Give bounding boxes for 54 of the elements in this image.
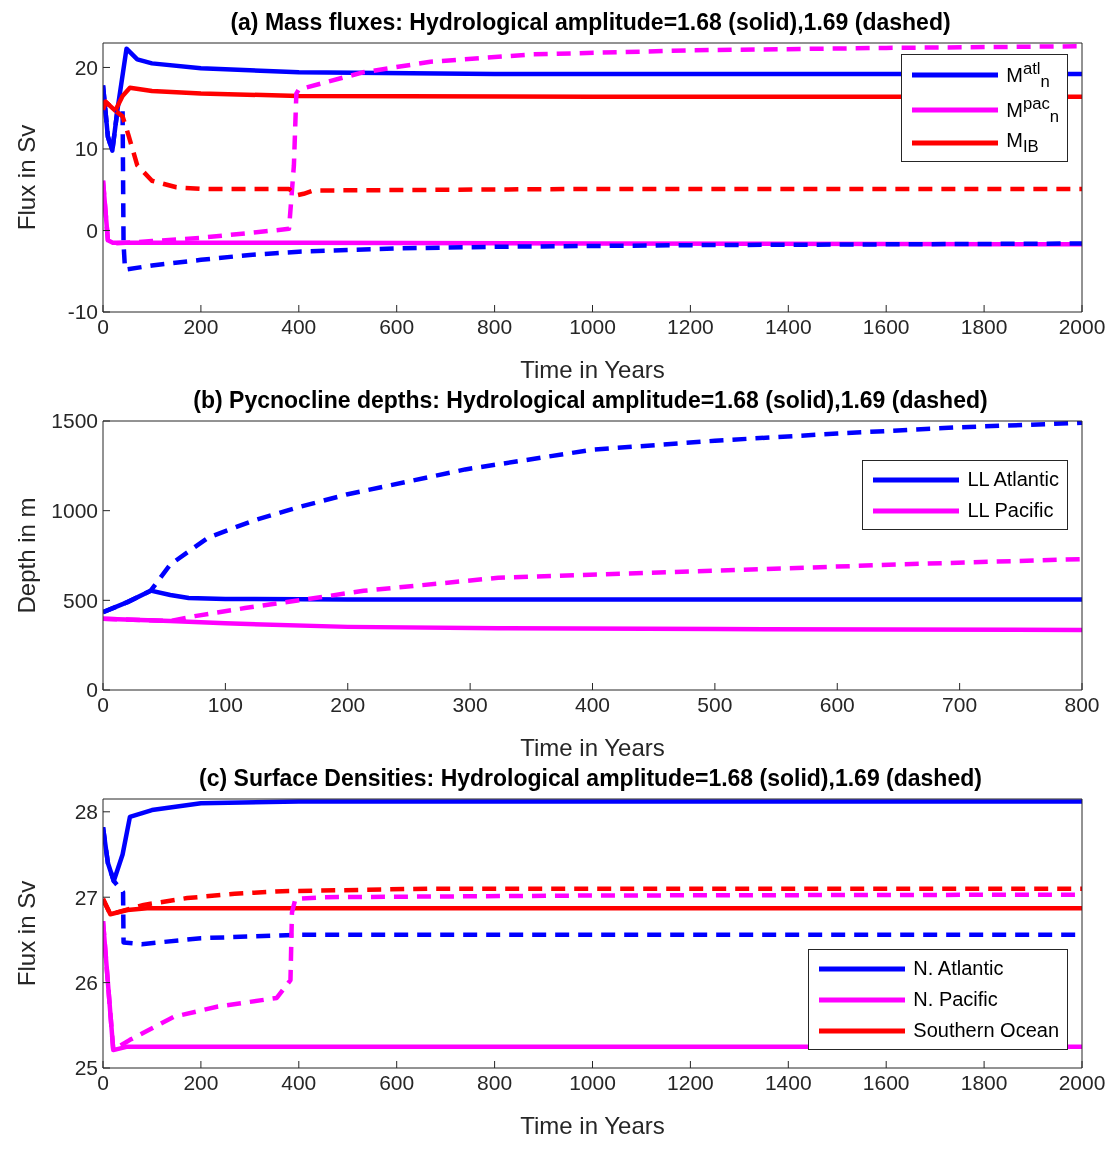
x-tick-label: 500 (697, 692, 733, 716)
x-tick-label: 800 (477, 314, 513, 338)
legend-label: LL Pacific (967, 499, 1054, 522)
y-tick-label: 500 (62, 588, 98, 612)
x-tick-label: 1200 (667, 1070, 714, 1094)
x-tick-label: 1400 (764, 314, 812, 338)
legend-label: N. Atlantic (913, 957, 1004, 980)
x-tick-label: 800 (1064, 692, 1100, 716)
y-tick-label: 0 (86, 218, 98, 242)
chart-title: (a) Mass fluxes: Hydrological amplitude=1.68 (solid),1.69 (dashed) (229, 8, 952, 36)
y-tick-label: 28 (74, 800, 98, 824)
x-tick-label: 200 (330, 692, 366, 716)
y-tick-label: 27 (74, 885, 98, 909)
x-tick-label: 400 (281, 1070, 317, 1094)
y-tick-label: 1000 (51, 499, 98, 523)
y-tick-label: 26 (74, 971, 98, 995)
x-tick-label: 600 (379, 314, 415, 338)
x-tick-label: 1600 (862, 314, 910, 338)
y-tick-label: 20 (74, 55, 98, 79)
x-tick-label: 1000 (569, 314, 616, 338)
chart-title: (c) Surface Densities: Hydrological amplitude=1.68 (solid),1.69 (dashed) (198, 764, 983, 792)
x-tick-label: 1800 (960, 1070, 1008, 1094)
x-tick-label: 1800 (960, 314, 1008, 338)
x-tick-label: 200 (183, 314, 219, 338)
x-axis-title: Time in Years (520, 1112, 665, 1139)
x-tick-label: 700 (942, 692, 978, 716)
legend-label: M$_{IB}$ (1006, 128, 1039, 157)
x-tick-label: 400 (281, 314, 317, 338)
y-axis-title: Flux in Sv (12, 124, 40, 231)
y-tick-label: -10 (67, 300, 98, 324)
legend-label: LL Atlantic (967, 468, 1059, 491)
x-tick-label: 600 (379, 1070, 415, 1094)
y-tick-label: 25 (74, 1056, 98, 1080)
y-tick-label: 1500 (51, 409, 98, 433)
x-tick-label: 100 (207, 692, 243, 716)
chart-title: (b) Pycnocline depths: Hydrological amplitude=1.68 (solid),1.69 (dashed) (192, 386, 989, 414)
x-axis-title: Time in Years (520, 356, 665, 383)
x-tick-label: 2000 (1058, 314, 1106, 338)
y-tick-label: 10 (74, 137, 98, 161)
x-tick-label: 1000 (569, 1070, 616, 1094)
x-tick-label: 200 (183, 1070, 219, 1094)
legend-label: Southern Ocean (913, 1019, 1059, 1042)
y-axis-title: Depth in m (12, 497, 40, 614)
x-tick-label: 600 (819, 692, 855, 716)
x-tick-label: 1600 (862, 1070, 910, 1094)
legend-label: N. Pacific (913, 988, 998, 1011)
x-tick-label: 300 (452, 692, 488, 716)
x-axis-title: Time in Years (520, 734, 665, 761)
x-tick-label: 2000 (1058, 1070, 1106, 1094)
x-tick-label: 400 (574, 692, 611, 716)
x-tick-label: 1400 (764, 1070, 812, 1094)
y-axis-title: Flux in Sv (12, 880, 40, 987)
x-tick-label: 800 (477, 1070, 513, 1094)
x-tick-label: 1200 (667, 314, 714, 338)
